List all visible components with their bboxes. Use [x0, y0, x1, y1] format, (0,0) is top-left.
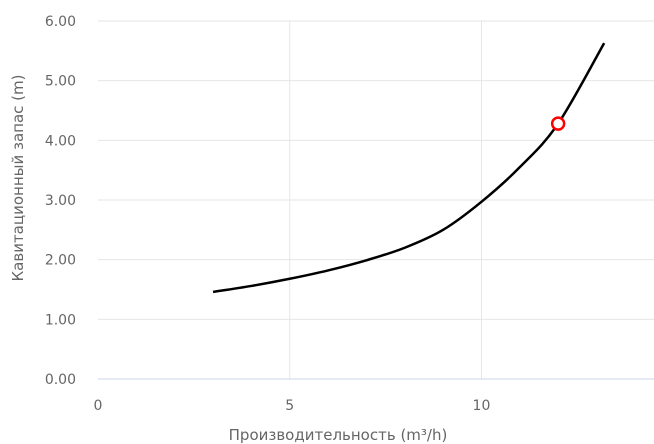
operating-point-marker[interactable]: [550, 116, 566, 131]
y-tick-label: 1.00: [45, 312, 76, 328]
y-axis-title: Кавитационный запас (m): [9, 75, 27, 282]
x-tick-labels: 0 5 10: [94, 398, 491, 414]
y-tick-labels: 0.00 1.00 2.00 3.00 4.00 5.00 6.00: [45, 14, 76, 388]
y-tick-label: 6.00: [45, 14, 76, 30]
y-tick-label: 5.00: [45, 74, 76, 90]
y-tick-label: 2.00: [45, 253, 76, 269]
x-tick-label: 0: [94, 398, 103, 414]
markers-group: [550, 116, 566, 131]
series-group: [212, 42, 606, 294]
x-tick-label: 5: [285, 398, 294, 414]
x-tick-label: 10: [473, 398, 491, 414]
y-tick-label: 0.00: [45, 372, 76, 388]
y-tick-label: 4.00: [45, 133, 76, 149]
y-tick-label: 3.00: [45, 193, 76, 209]
series-line: [212, 42, 606, 294]
y-grid-lines: [98, 20, 654, 320]
x-axis-title: Производительность (m³/h): [229, 426, 448, 444]
